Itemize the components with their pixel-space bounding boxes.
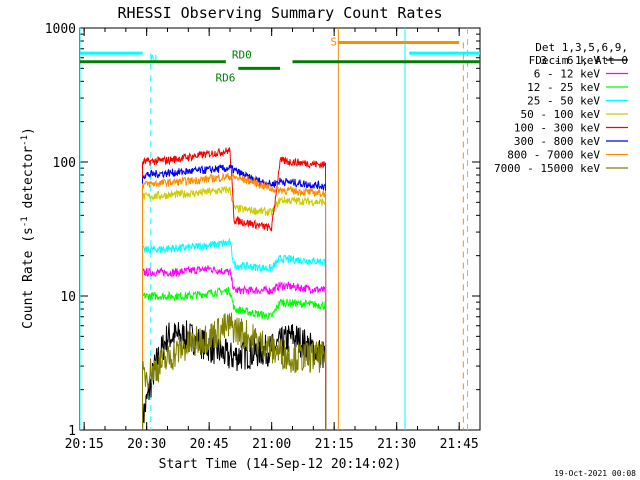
- legend-label: 50 - 100 keV: [521, 108, 601, 121]
- legend-label: 12 - 25 keV: [527, 81, 600, 94]
- y-axis-label-main: Count Rate (s: [21, 227, 36, 329]
- series-line: [142, 172, 327, 430]
- y-axis-label-end: ): [21, 127, 36, 135]
- annotation-label: RD0: [232, 49, 252, 62]
- annotation-label: N: [151, 53, 158, 66]
- legend-label: 7000 - 15000 keV: [494, 162, 600, 175]
- x-tick-label: 21:30: [377, 437, 416, 452]
- x-tick-label: 21:45: [440, 437, 479, 452]
- series-line: [142, 237, 327, 430]
- annotation-label: RD6: [215, 71, 235, 84]
- legend-header: Det 1,3,5,6,9,: [535, 41, 628, 54]
- legend-label: 800 - 7000 keV: [507, 149, 600, 162]
- x-tick-label: 20:45: [190, 437, 229, 452]
- annotation-label: S: [330, 35, 337, 48]
- legend-label: 3 - 6 keV: [540, 54, 600, 67]
- axes-box: [79, 27, 481, 431]
- y-axis-label-sup2: -1: [20, 135, 30, 146]
- series-line: [142, 265, 327, 430]
- plot-frame: 1 10 100 1000 20:15 20:30 20:45 21:00 21:15 21:30…: [45, 22, 481, 452]
- legend-label: 300 - 800 keV: [514, 135, 600, 148]
- x-tick-label: 20:30: [127, 437, 166, 452]
- series-line: [142, 312, 327, 430]
- x-axis-label: Start Time (14-Sep-12 20:14:02): [159, 457, 402, 472]
- y-axis-label-sup1: -1: [20, 216, 30, 227]
- y-tick-label: 1: [68, 424, 76, 439]
- x-tick-label: 20:15: [65, 437, 104, 452]
- series-line: [142, 185, 327, 430]
- legend-label: 6 - 12 keV: [534, 68, 601, 81]
- timestamp: 19-Oct-2021 00:08: [554, 469, 636, 478]
- series-line: [142, 163, 327, 430]
- y-axis-label-mid: detector: [21, 146, 36, 217]
- series-line: [142, 286, 327, 430]
- chart-title: RHESSI Observing Summary Count Rates: [117, 4, 442, 22]
- y-tick-label: 100: [53, 156, 76, 171]
- legend-header: FDecim 1, Att 0: [529, 54, 628, 67]
- series-line: [142, 320, 327, 430]
- plot-area: N S RD0 RD6: [80, 28, 480, 430]
- legend-label: 100 - 300 keV: [514, 122, 600, 135]
- y-tick-label: 10: [60, 290, 76, 305]
- series-line: [142, 147, 327, 430]
- x-tick-label: 21:15: [315, 437, 354, 452]
- x-tick-label: 21:00: [252, 437, 291, 452]
- legend-label: 25 - 50 keV: [527, 95, 600, 108]
- y-tick-label: 1000: [45, 22, 76, 37]
- y-axis-label: Count Rate (s-1 detector-1): [20, 127, 36, 329]
